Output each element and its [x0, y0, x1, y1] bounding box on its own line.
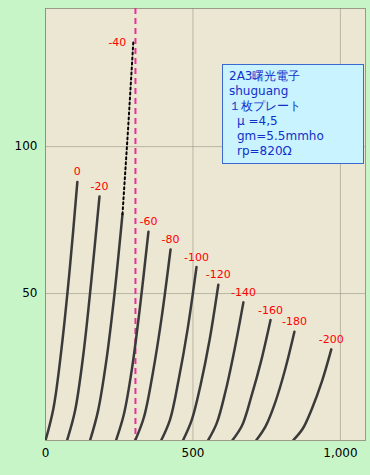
- svg-text:-40: -40: [108, 36, 126, 49]
- svg-text:-200: -200: [319, 333, 344, 346]
- svg-text:100: 100: [15, 139, 38, 153]
- svg-text:-20: -20: [90, 180, 108, 193]
- svg-text:0: 0: [42, 446, 50, 460]
- html-text:rp=820Ω: rp=820Ω: [237, 144, 292, 158]
- svg-text:-120: -120: [206, 268, 231, 281]
- svg-text:-180: -180: [282, 315, 307, 328]
- svg-text:-140: -140: [231, 286, 256, 299]
- svg-text:50: 50: [22, 286, 37, 300]
- html-text:shuguang: shuguang: [229, 84, 289, 98]
- svg-text:1,000: 1,000: [323, 446, 357, 460]
- html-text:μ =4,5: μ =4,5: [237, 114, 278, 128]
- svg-text:-160: -160: [258, 304, 283, 317]
- html-text:2A3曙光電子: 2A3曙光電子: [229, 69, 301, 83]
- svg-text:-100: -100: [184, 251, 209, 264]
- html-text:gm=5.5mmho: gm=5.5mmho: [237, 129, 324, 143]
- svg-text:500: 500: [182, 446, 205, 460]
- svg-text:-60: -60: [139, 215, 157, 228]
- svg-text:-80: -80: [162, 233, 180, 246]
- svg-text:0: 0: [74, 165, 81, 178]
- html-text:１枚プレート: １枚プレート: [229, 99, 301, 113]
